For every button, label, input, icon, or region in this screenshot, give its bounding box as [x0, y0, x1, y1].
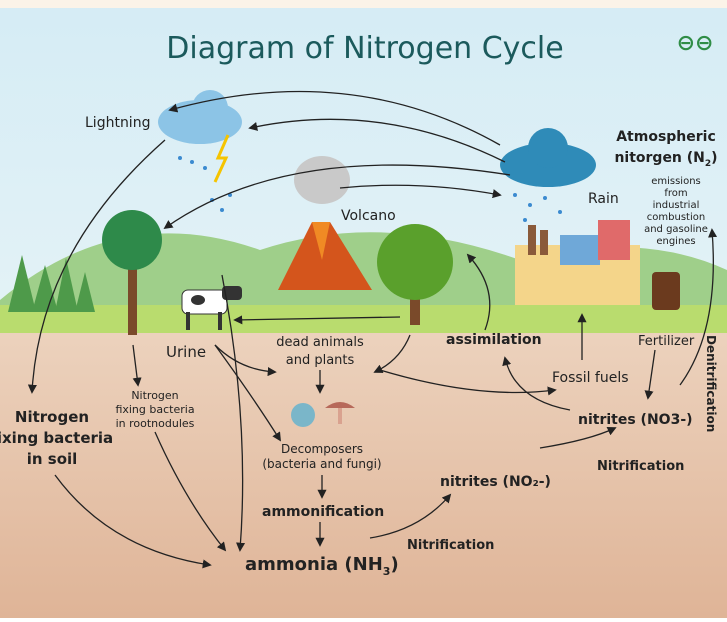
label-line: fixing bacteria: [115, 403, 194, 416]
label: Atmospheric: [616, 129, 716, 145]
label-line: Decomposers: [281, 442, 363, 456]
label: Fertilizer: [638, 334, 695, 349]
label-line: and plants: [286, 353, 355, 368]
label: Urine: [166, 343, 206, 361]
label: ): [711, 150, 717, 166]
label-line: from: [664, 188, 687, 199]
logo: ⊖⊖: [677, 31, 714, 56]
label: nitrites (NO₂-): [440, 474, 551, 490]
label-line: emissions: [651, 176, 701, 187]
label: Rain: [588, 191, 619, 207]
label-line: in rootnodules: [116, 417, 195, 430]
diagram: ⊖⊖ Diagram of Nitrogen Cycle Lightning V…: [0, 0, 727, 618]
label: Lightning: [85, 115, 150, 131]
label: Nitrification: [407, 538, 494, 553]
label-line: Nitrogen: [15, 408, 89, 426]
label: nitrites (NO3-): [578, 412, 693, 428]
label: ammonia (NH: [245, 554, 383, 575]
label: ammonification: [262, 504, 384, 520]
label-line: in soil: [27, 450, 78, 468]
label-line: industrial: [653, 200, 700, 211]
label: Volcano: [341, 208, 396, 224]
top-band: [0, 0, 727, 8]
subscript: 3: [383, 565, 391, 578]
fertilizer-bag: [652, 272, 680, 310]
label: assimilation: [446, 332, 542, 348]
label: Denitrification: [704, 335, 718, 432]
title: Diagram of Nitrogen Cycle: [166, 31, 563, 66]
label-line: fixing bacteria: [0, 429, 113, 447]
label-line: (bacteria and fungi): [262, 457, 381, 471]
label-line: combustion: [647, 212, 705, 223]
label: nitorgen (N: [614, 150, 704, 166]
label-line: engines: [656, 236, 695, 247]
label: Nitrification: [597, 459, 684, 474]
grass: [0, 305, 727, 335]
label-line: and gasoline: [644, 224, 708, 235]
label: ): [390, 554, 398, 575]
label: ammonia (NH3): [245, 554, 399, 578]
label-line: dead animals: [276, 335, 364, 350]
label-line: Nitrogen: [131, 389, 178, 402]
label: Fossil fuels: [552, 370, 629, 386]
